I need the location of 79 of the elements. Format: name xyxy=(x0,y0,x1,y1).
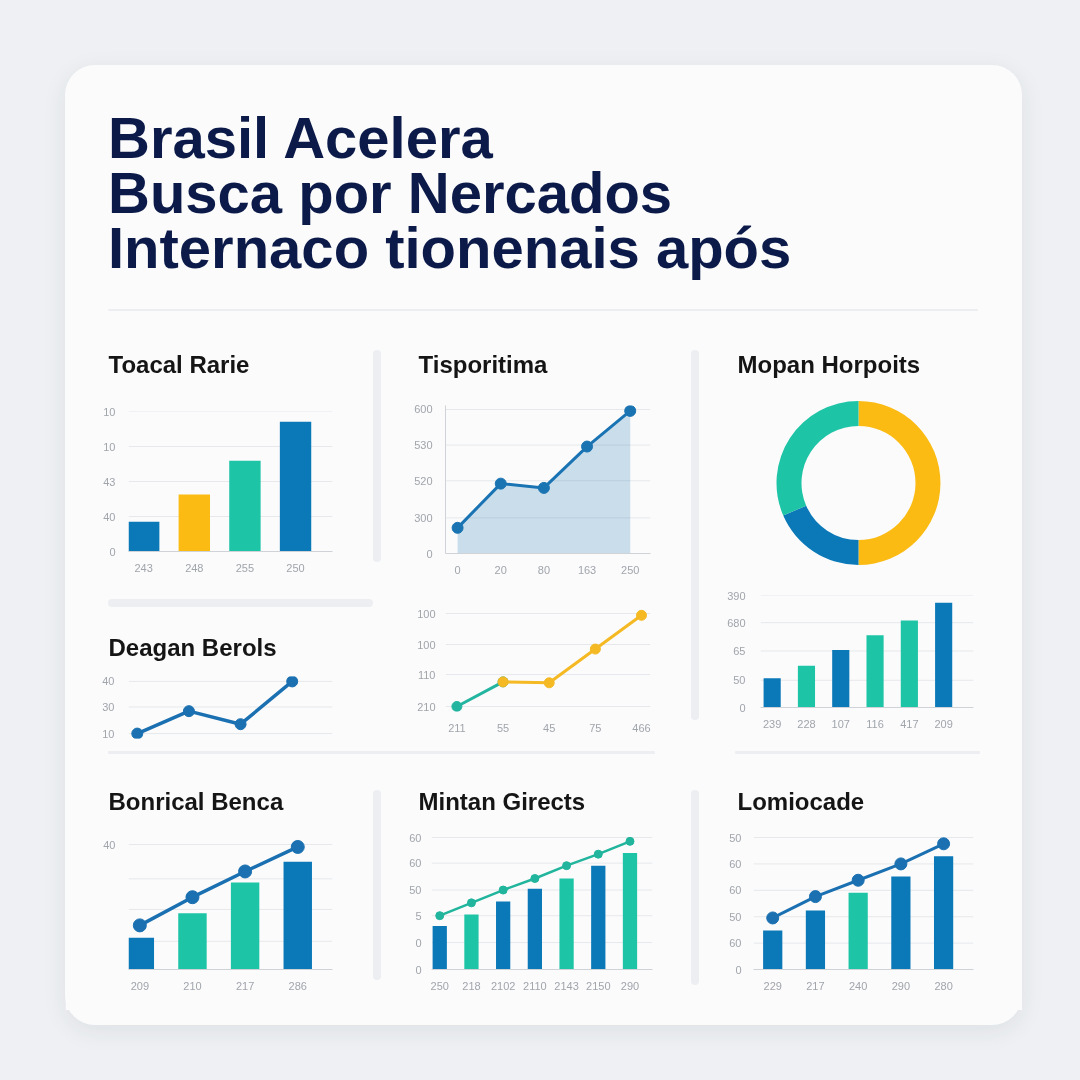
x-tick-label: 0 xyxy=(454,563,461,576)
chart-title: Mopan Horpoits xyxy=(737,350,921,378)
x-tick-label: 2150 xyxy=(586,979,611,992)
text: 60 xyxy=(729,884,742,897)
x-tick-label: 248 xyxy=(185,561,204,574)
chart-title: Tisporitima xyxy=(418,350,549,378)
x-tick-label: 218 xyxy=(462,979,481,992)
text: 100 xyxy=(417,638,436,651)
x-tick-label: 290 xyxy=(620,979,640,992)
text: 50 xyxy=(729,831,742,844)
text: 530 xyxy=(414,439,433,452)
x-tick-label: 280 xyxy=(934,979,953,992)
x-tick-label: 2110 xyxy=(523,979,547,992)
text: 680 xyxy=(727,616,746,629)
text: 0 xyxy=(426,547,433,560)
x-tick-label: 250 xyxy=(621,563,640,576)
x-tick-label: 466 xyxy=(632,721,651,734)
text: 600 xyxy=(414,403,433,416)
x-tick-label: 2143 xyxy=(554,979,579,992)
text: 0 xyxy=(415,936,422,949)
chart-title: Toacal Rarie xyxy=(108,350,250,378)
x-tick-label: 217 xyxy=(235,979,255,992)
x-tick-label: 20 xyxy=(494,563,507,576)
x-tick-label: 255 xyxy=(235,561,255,574)
text: 60 xyxy=(729,937,742,950)
text: 40 xyxy=(103,838,116,851)
text: 390 xyxy=(727,589,746,602)
x-tick-label: 45 xyxy=(543,721,556,734)
text: 40 xyxy=(103,510,116,523)
text: 30 xyxy=(102,700,115,713)
x-tick-label: 417 xyxy=(900,717,919,730)
x-tick-label: 286 xyxy=(288,979,307,992)
chart-title: Bonrical Benca xyxy=(108,787,284,815)
x-tick-label: 239 xyxy=(762,717,782,730)
text: 100 xyxy=(417,607,436,620)
text: 50 xyxy=(729,910,742,923)
x-tick-label: 116 xyxy=(866,717,884,730)
text: 40 xyxy=(102,675,115,688)
text: Brasil Acelera Busca por Nercados Internaco tionenais após xyxy=(108,105,792,280)
text: 60 xyxy=(729,857,742,870)
text: 0 xyxy=(739,701,746,714)
x-tick-label: 80 xyxy=(537,563,551,576)
text: 520 xyxy=(414,474,433,487)
text: 0 xyxy=(735,963,742,976)
x-tick-label: 243 xyxy=(134,561,153,574)
chart-title: Deagan Berols xyxy=(108,633,277,661)
text: 60 xyxy=(409,857,422,870)
text: 0 xyxy=(109,545,116,558)
text: 50 xyxy=(409,884,422,897)
x-tick-label: 210 xyxy=(183,979,202,992)
x-tick-label: 240 xyxy=(848,979,868,992)
x-tick-label: 209 xyxy=(130,979,149,992)
text: 43 xyxy=(103,475,116,488)
chart-title: Mintan Girects xyxy=(418,787,586,815)
x-tick-label: 107 xyxy=(831,717,850,730)
text: 0 xyxy=(415,963,422,976)
x-tick-label: 250 xyxy=(430,979,449,992)
text: 10 xyxy=(103,440,116,453)
x-tick-label: 217 xyxy=(806,979,825,992)
x-tick-label: 211 xyxy=(448,721,466,734)
text: 60 xyxy=(409,831,422,844)
x-tick-label: 75 xyxy=(589,721,602,734)
x-tick-label: 290 xyxy=(891,979,911,992)
text: 50 xyxy=(733,674,746,687)
text: 10 xyxy=(102,727,115,740)
x-tick-label: 55 xyxy=(496,721,510,734)
x-tick-label: 250 xyxy=(286,561,305,574)
text: 10 xyxy=(103,405,116,418)
chart-title: Lomiocade xyxy=(737,787,865,815)
x-tick-label: 209 xyxy=(934,717,953,730)
text: 110 xyxy=(417,668,436,681)
x-tick-label: 163 xyxy=(577,563,597,576)
text: 5 xyxy=(415,909,422,922)
x-tick-label: 229 xyxy=(763,979,782,992)
text: 210 xyxy=(417,700,436,713)
text: 65 xyxy=(733,644,746,657)
x-tick-label: 2102 xyxy=(490,979,516,992)
x-tick-label: 228 xyxy=(797,717,816,730)
text: 300 xyxy=(414,511,433,524)
